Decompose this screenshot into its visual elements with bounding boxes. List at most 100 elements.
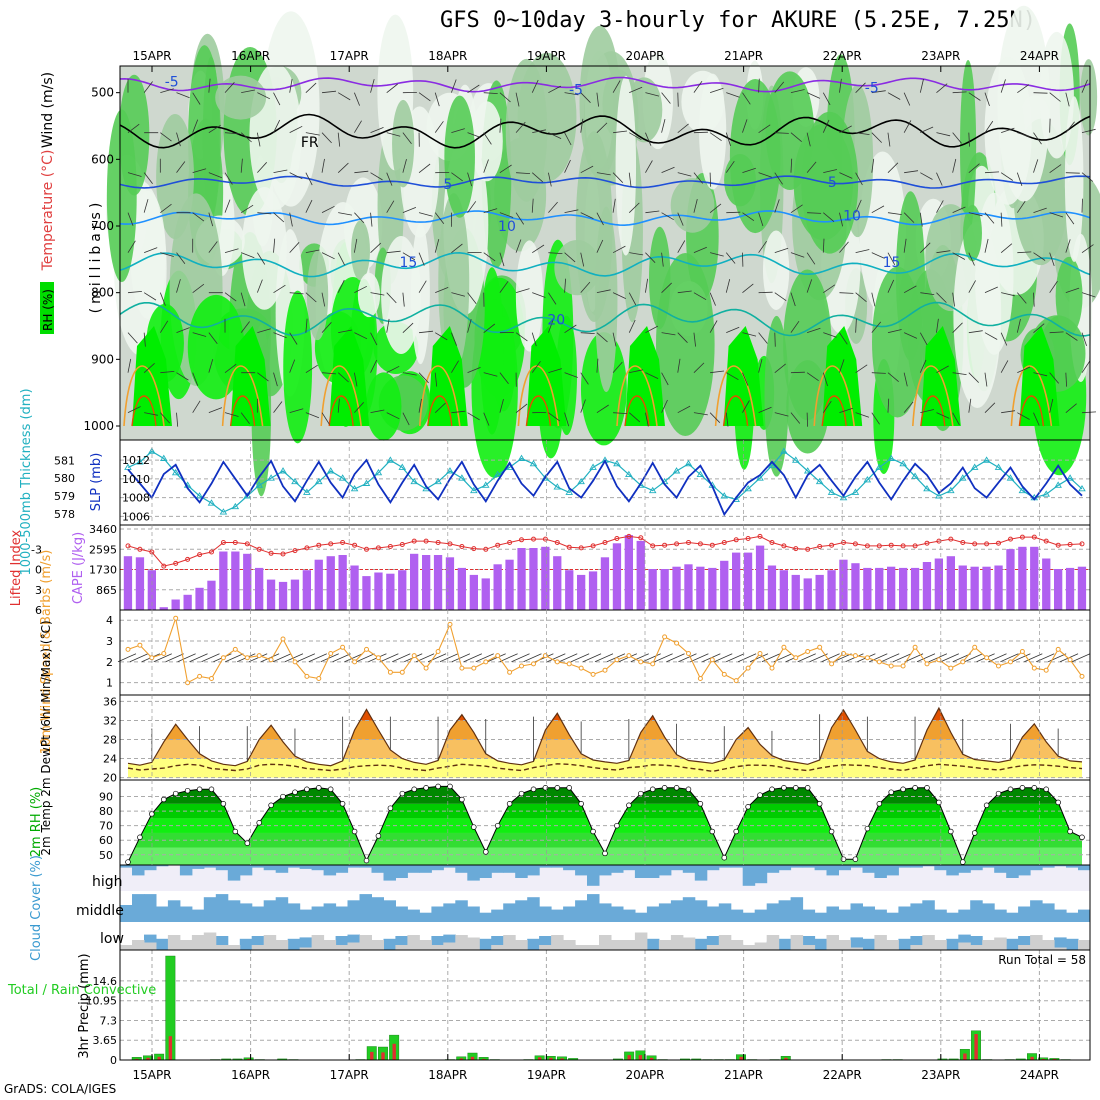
wind-barb: [402, 207, 417, 214]
wind-barb: [224, 292, 237, 302]
wind-barb: [257, 162, 267, 173]
wind-barb: [822, 119, 830, 133]
wind-barb: [1001, 292, 1015, 297]
cloud-cell: [922, 900, 935, 922]
cloud-cell: [970, 865, 983, 871]
wind-speed-point: [352, 659, 358, 665]
wind-barb: [661, 332, 676, 336]
contour-25: [517, 365, 560, 427]
cloud-cell: [658, 903, 672, 922]
cloud-cell: [144, 894, 157, 922]
thickness-point: [958, 474, 967, 481]
wind-barb: [774, 363, 786, 373]
wind-barb: [596, 332, 608, 343]
cape-bar: [1030, 546, 1039, 610]
wind-barb: [548, 368, 562, 374]
wind-barb: [871, 321, 882, 333]
wind-barb-10m: [499, 653, 518, 663]
rh-point: [256, 820, 262, 826]
lifted-index-point: [972, 541, 978, 547]
thickness-axis-label: 1000-500mb Thickness (dm): [19, 388, 34, 575]
wind-barb: [661, 252, 664, 267]
wind-barb-10m: [129, 653, 149, 663]
cloud-low-cell: [910, 945, 923, 950]
lifted-index-point: [328, 541, 334, 547]
cloud-cell: [587, 894, 600, 922]
precip-convective-bar: [146, 1057, 150, 1060]
wind-barb: [451, 128, 465, 134]
wind-barb: [273, 284, 286, 294]
rh-point: [184, 787, 191, 794]
wind-barb: [483, 323, 496, 333]
wind-barb: [402, 292, 405, 307]
lifted-index-point: [674, 541, 680, 547]
cape-bar: [958, 565, 967, 610]
rh-point: [673, 785, 680, 791]
wind-barb: [887, 372, 899, 383]
cloud-cell: [1042, 903, 1055, 922]
wind-barb: [451, 292, 466, 297]
wind-barb: [1000, 332, 1008, 346]
wind-barb: [984, 372, 988, 387]
wind-barb: [823, 284, 836, 293]
wind-barb: [531, 198, 534, 213]
cape-bar: [970, 566, 979, 610]
wind-barb: [984, 238, 989, 253]
cloud-cell: [191, 909, 205, 922]
wind-barb: [160, 132, 172, 142]
thickness-point: [171, 468, 180, 476]
wind-barb: [418, 280, 427, 293]
wind-barb: [984, 171, 1000, 174]
precip-tick-label: 3.65: [93, 1034, 118, 1047]
wind-barb: [467, 292, 477, 304]
cloud-cell: [155, 906, 169, 922]
thickness-point: [970, 463, 979, 470]
cloud-low-cell: [682, 937, 696, 950]
wind-barb: [208, 212, 214, 227]
wind-speed-point: [805, 649, 811, 654]
cape-bar: [779, 570, 788, 610]
wind-barb: [645, 325, 658, 334]
wind-barb: [742, 400, 750, 413]
cloud-low-cell: [982, 940, 995, 950]
lifted-index-point: [125, 543, 131, 549]
cloud-cell: [323, 865, 337, 876]
rh-patch: [202, 56, 220, 217]
cloud-cell: [922, 865, 935, 867]
cloud-cell: [395, 865, 408, 878]
cloud-low-cell: [718, 935, 732, 950]
wind-barb: [855, 364, 868, 373]
contour-30: [920, 395, 946, 427]
wind-barb: [531, 332, 537, 347]
cloud-cell: [790, 897, 804, 922]
wind-barb-10m: [272, 653, 292, 663]
wind-barb: [499, 398, 504, 413]
wind-barb: [192, 372, 199, 386]
wind-barb: [451, 172, 463, 182]
cloud-cell: [611, 906, 624, 922]
lifted-index-point: [781, 543, 787, 549]
wind-speed-point: [304, 673, 310, 679]
cloud-cell: [479, 865, 492, 878]
cloud-cell: [1030, 900, 1043, 922]
wind-barb: [1065, 403, 1077, 413]
wind-barb-10m: [916, 653, 936, 663]
wind-barb: [968, 163, 980, 173]
wind-barb: [1065, 92, 1070, 107]
precip-convective-bar: [1052, 1058, 1057, 1060]
wind-barb: [968, 398, 972, 413]
cloud-cell: [419, 912, 432, 922]
lifted-index-point: [483, 546, 489, 552]
cloud-cell: [658, 865, 672, 876]
precip-convective-bar: [627, 1055, 631, 1060]
thickness-point: [613, 459, 621, 467]
wind-barb: [370, 172, 383, 181]
wind-barb: [725, 252, 736, 264]
cloud-low-cell: [850, 947, 863, 950]
lifted-index-point: [387, 544, 393, 549]
rh-point: [828, 828, 835, 835]
cloud-cell: [778, 900, 792, 922]
wind-barb: [871, 90, 886, 94]
wind-barb-10m: [749, 653, 769, 663]
cloud-low-cell: [419, 940, 432, 950]
